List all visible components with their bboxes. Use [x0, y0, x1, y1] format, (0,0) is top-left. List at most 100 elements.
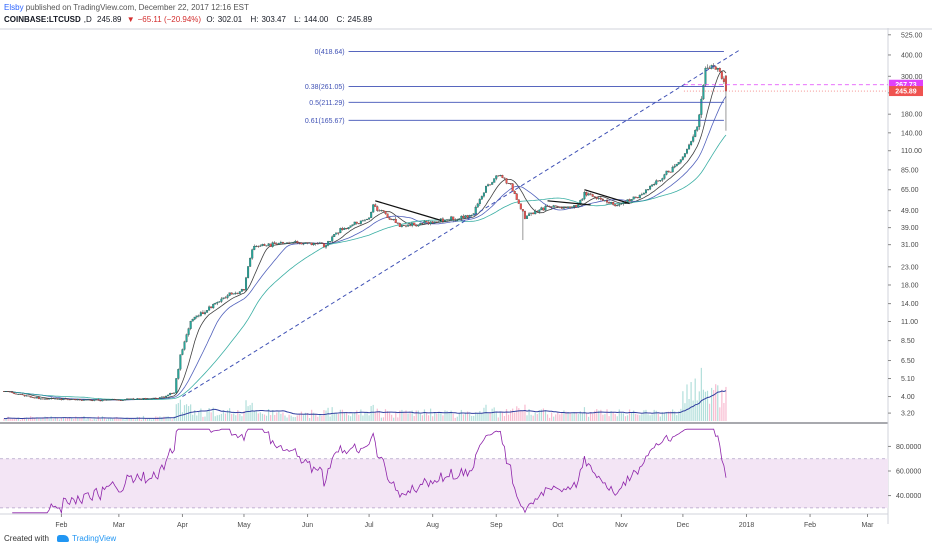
candle [201, 312, 204, 315]
candle [688, 144, 691, 150]
volume-bar [571, 413, 573, 421]
x-tick-label-5: Jul [365, 522, 374, 529]
volume-bar [347, 415, 350, 421]
volume-bar [444, 410, 446, 421]
volume-bar [561, 412, 563, 421]
candle [199, 312, 202, 316]
candle [577, 204, 580, 208]
candle [183, 341, 186, 350]
candle [48, 398, 51, 400]
volume-bar [144, 418, 147, 421]
author-link[interactable]: Elsby [4, 3, 24, 12]
symbol-label[interactable]: COINBASE:LTCUSD [4, 15, 81, 24]
volume-bar [218, 414, 220, 421]
volume-bar [77, 417, 79, 421]
candle [673, 165, 676, 168]
candle [210, 306, 213, 309]
candle [718, 68, 721, 72]
volume-bar [454, 417, 456, 421]
candle [470, 215, 473, 216]
volume-bar [263, 414, 266, 421]
candle [409, 224, 412, 226]
y-tick-label-6: 110.00 [901, 148, 922, 155]
x-tick-label-10: Dec [677, 522, 690, 529]
volume-bar [284, 415, 286, 421]
volume-bar [220, 413, 223, 421]
volume-bar [635, 413, 637, 421]
candle [238, 291, 241, 294]
candle [493, 178, 496, 183]
candle [538, 209, 541, 212]
volume-bar [313, 412, 315, 421]
volume-bar [343, 412, 346, 421]
volume-bar [241, 416, 243, 421]
candle [642, 192, 645, 195]
candle [376, 206, 379, 211]
volume-bar [280, 413, 282, 421]
volume-bar [175, 404, 177, 421]
volume-bar [684, 403, 686, 421]
candle [76, 399, 79, 401]
volume-bar [374, 412, 376, 421]
volume-bar [99, 419, 101, 421]
volume-bar [430, 408, 432, 421]
tradingview-brand-link[interactable]: TradingView [72, 534, 117, 543]
volume-bar [202, 416, 204, 421]
volume-bar [196, 415, 198, 421]
candle [464, 215, 467, 218]
volume-bar [505, 409, 508, 421]
candle [405, 225, 408, 227]
candle [21, 394, 24, 396]
candle [513, 190, 516, 194]
volume-bar [132, 419, 134, 421]
volume-bar [725, 386, 727, 421]
candle [333, 234, 336, 237]
candle [519, 203, 522, 210]
volume-bar [7, 416, 9, 421]
candle [661, 178, 664, 181]
volume-bar [432, 416, 434, 421]
candle [644, 189, 647, 194]
price-chart[interactable]: 525.00400.00300.00240.00180.00140.00110.… [0, 28, 932, 530]
y-tick-label-17: 6.50 [901, 358, 915, 365]
candle [236, 292, 239, 294]
candle [593, 196, 596, 198]
candle [249, 258, 252, 267]
candle [523, 211, 526, 219]
volume-bar [665, 412, 668, 421]
footer: Created with TradingView [4, 533, 116, 545]
close-label: C: [336, 15, 345, 24]
down-arrow-icon: ▼ [126, 15, 135, 24]
price-label-0: 267.73 [895, 82, 917, 89]
volume-bar [224, 413, 227, 421]
candle [507, 183, 510, 184]
fib-level-label-1: 0.38(261.05) [305, 84, 345, 91]
volume-bar [288, 414, 290, 421]
volume-bar [676, 415, 678, 421]
volume-bar [282, 412, 284, 421]
volume-bar [641, 414, 643, 421]
candle [487, 184, 490, 187]
candle [567, 206, 570, 208]
volume-bar [592, 413, 594, 421]
volume-bar [333, 413, 335, 421]
candle [60, 398, 63, 401]
candle [456, 219, 459, 221]
candle [511, 183, 514, 192]
candle [390, 219, 393, 221]
volume-bar [350, 416, 352, 421]
volume-bar [708, 403, 711, 421]
candle [359, 220, 362, 224]
publish-line: Elsby published on TradingView.com, Dece… [4, 2, 928, 14]
volume-bar [719, 407, 721, 421]
volume-bar [372, 404, 374, 421]
candle [476, 203, 479, 208]
candle [195, 315, 198, 318]
candle [671, 167, 674, 173]
candle [497, 175, 500, 177]
candle [167, 394, 170, 397]
volume-bar [298, 413, 300, 421]
candle [115, 399, 118, 401]
volume-bar [315, 413, 317, 421]
volume-bar [274, 414, 276, 421]
